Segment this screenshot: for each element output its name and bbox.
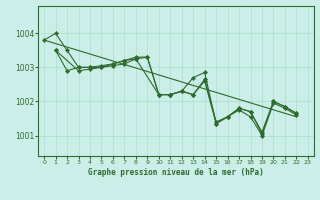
X-axis label: Graphe pression niveau de la mer (hPa): Graphe pression niveau de la mer (hPa) xyxy=(88,168,264,177)
